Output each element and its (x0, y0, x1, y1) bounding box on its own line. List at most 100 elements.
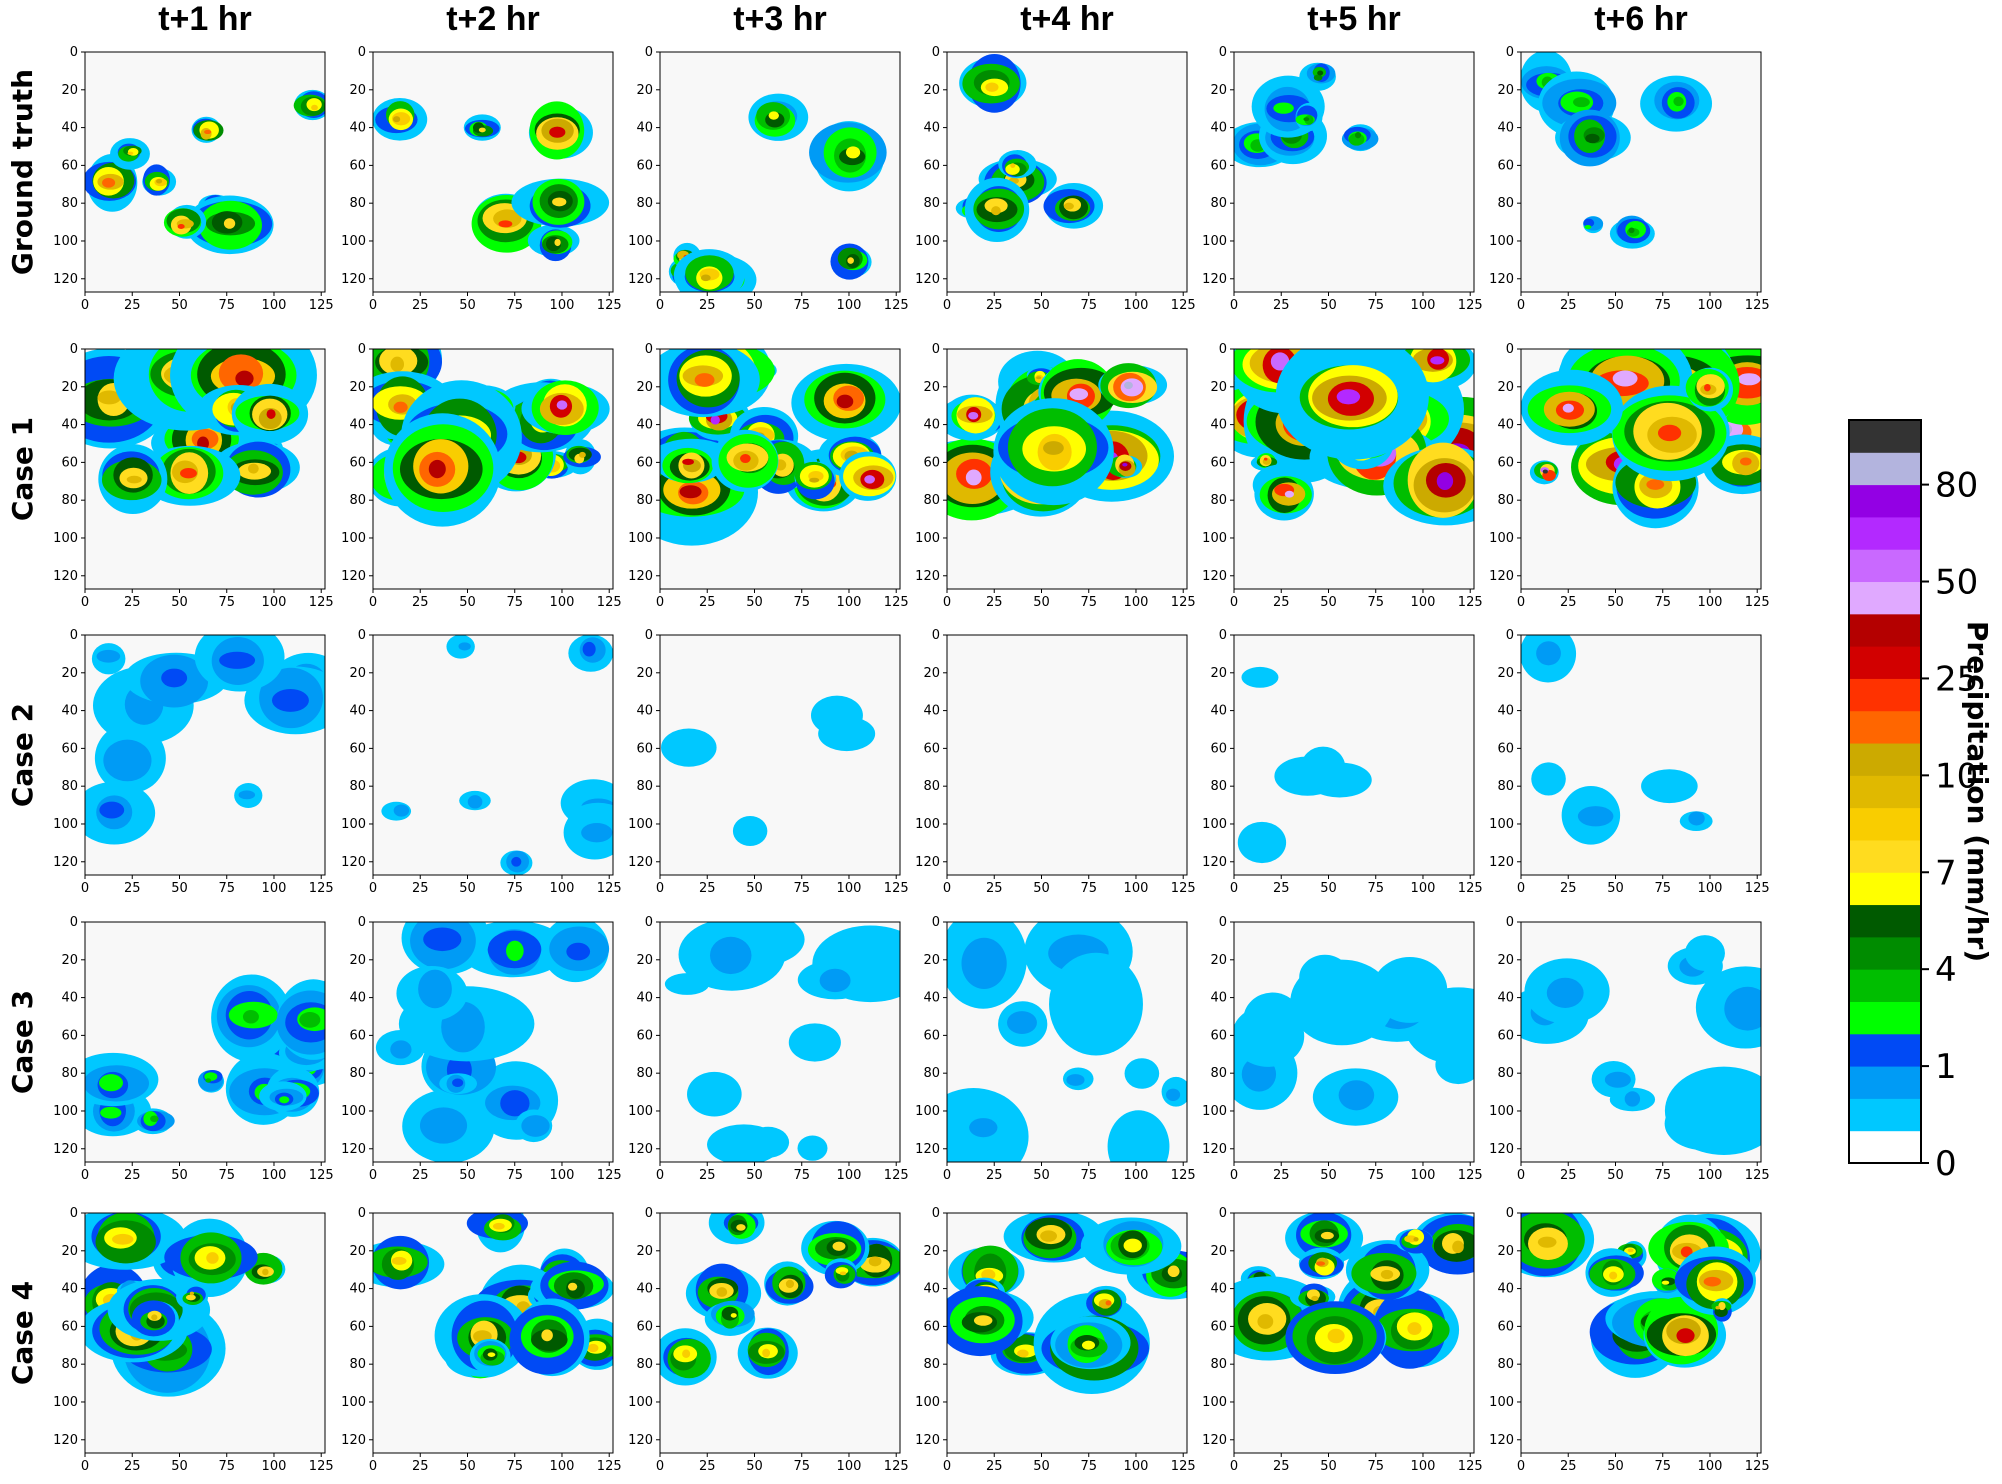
y-tick-label: 100 (915, 817, 940, 832)
y-tick-label: 0 (70, 342, 78, 357)
x-tick-label: 0 (943, 1168, 951, 1183)
precip-contour (1609, 1271, 1618, 1280)
precip-contour (716, 1287, 728, 1297)
x-tick-label: 100 (1124, 1459, 1149, 1474)
x-tick-label: 75 (218, 595, 235, 610)
x-tick-label: 100 (1124, 595, 1149, 610)
precip-field (1521, 349, 1761, 529)
panel: 0 25 50 75 100 125 0 20 40 60 80 100 120 (915, 45, 1195, 313)
y-tick-label: 60 (923, 741, 940, 756)
precip-contour (96, 649, 121, 663)
y-tick-label: 20 (636, 666, 653, 681)
precip-contour (991, 206, 1001, 216)
precip-contour (709, 936, 752, 975)
y-tick-label: 0 (1219, 915, 1227, 930)
precip-contour (587, 1343, 599, 1353)
x-tick-label: 100 (837, 298, 862, 313)
x-tick-label: 25 (124, 1459, 141, 1474)
precip-contour (1537, 1236, 1557, 1248)
x-tick-label: 50 (1607, 881, 1624, 896)
precip-contour (242, 1010, 259, 1024)
colorbar-segment (1849, 1033, 1921, 1067)
y-tick-label: 60 (1210, 1028, 1227, 1043)
x-tick-label: 50 (1033, 1168, 1050, 1183)
precip-contour (97, 390, 121, 405)
x-tick-label: 25 (1273, 881, 1290, 896)
precip-contour (679, 485, 702, 499)
y-tick-label: 80 (349, 196, 366, 211)
x-tick-label: 25 (412, 298, 429, 313)
panel: 0 25 50 75 100 125 0 20 40 60 80 100 120 (1489, 628, 1769, 896)
x-tick-label: 100 (1411, 595, 1436, 610)
x-tick-label: 0 (1230, 1459, 1238, 1474)
y-tick-label: 60 (349, 1028, 366, 1043)
precip-contour (428, 459, 446, 479)
precip-field (85, 89, 325, 255)
colorbar-segment (1849, 678, 1921, 712)
panel-frame (372, 348, 614, 590)
x-tick-label: 125 (597, 1459, 622, 1474)
colorbar-frame (1848, 419, 1922, 1164)
precip-field (1234, 62, 1379, 168)
x-tick-label: 125 (309, 595, 334, 610)
precip-contour (1063, 202, 1074, 210)
column-title: t+1 hr (158, 0, 252, 38)
colorbar-segment (1849, 420, 1921, 453)
y-tick-label: 60 (923, 158, 940, 173)
panel-frame (372, 634, 614, 876)
y-tick-label: 40 (923, 1282, 940, 1297)
precip-contour (418, 969, 452, 1009)
x-tick-label: 75 (793, 1168, 810, 1183)
precip-contour (99, 801, 125, 819)
y-tick-label: 0 (358, 628, 366, 643)
x-tick-label: 125 (1458, 1459, 1483, 1474)
y-tick-label: 60 (1497, 158, 1514, 173)
y-tick-label: 0 (932, 628, 940, 643)
x-tick-label: 75 (1080, 1168, 1097, 1183)
precip-contour (1165, 1088, 1181, 1101)
precip-contour (732, 816, 768, 846)
y-tick-label: 100 (915, 1395, 940, 1410)
y-tick-label: 20 (636, 380, 653, 395)
precip-contour (1237, 821, 1287, 864)
precip-contour (390, 1040, 412, 1059)
y-tick-label: 60 (1210, 741, 1227, 756)
x-tick-label: 0 (1230, 881, 1238, 896)
precip-contour (467, 795, 483, 809)
precip-contour (582, 641, 596, 657)
y-tick-label: 80 (61, 196, 78, 211)
y-tick-label: 80 (61, 1066, 78, 1081)
precip-field (1521, 1213, 1761, 1378)
panel: 0 25 50 75 100 125 0 20 40 60 80 100 120 (628, 915, 908, 1183)
precip-contour (99, 1074, 124, 1092)
precip-contour (521, 1115, 550, 1137)
x-tick-label: 0 (1517, 1459, 1525, 1474)
y-tick-label: 0 (1506, 342, 1514, 357)
y-tick-label: 80 (61, 779, 78, 794)
x-tick-label: 50 (459, 881, 476, 896)
precip-contour (839, 1271, 847, 1276)
y-tick-label: 0 (1506, 45, 1514, 60)
y-tick-label: 40 (923, 121, 940, 136)
x-tick-label: 0 (656, 1168, 664, 1183)
precip-contour (578, 451, 586, 458)
precip-field (373, 349, 610, 527)
x-tick-label: 25 (124, 595, 141, 610)
x-tick-label: 75 (218, 1168, 235, 1183)
precip-contour (1107, 1110, 1170, 1162)
panel-frame (1233, 634, 1475, 876)
y-tick-label: 0 (932, 45, 940, 60)
y-tick-label: 120 (1489, 1142, 1514, 1157)
y-tick-label: 100 (53, 531, 78, 546)
precip-field (85, 974, 325, 1137)
y-tick-label: 120 (341, 1433, 366, 1448)
precip-contour (1436, 472, 1454, 491)
colorbar-tick-label: 25 (1935, 659, 1978, 699)
precip-contour (262, 1268, 269, 1276)
precip-contour (1573, 97, 1590, 108)
precip-contour (961, 937, 1007, 989)
y-tick-label: 40 (1210, 121, 1227, 136)
y-tick-label: 60 (923, 1028, 940, 1043)
y-tick-label: 80 (349, 1066, 366, 1081)
x-tick-label: 125 (1171, 1459, 1196, 1474)
